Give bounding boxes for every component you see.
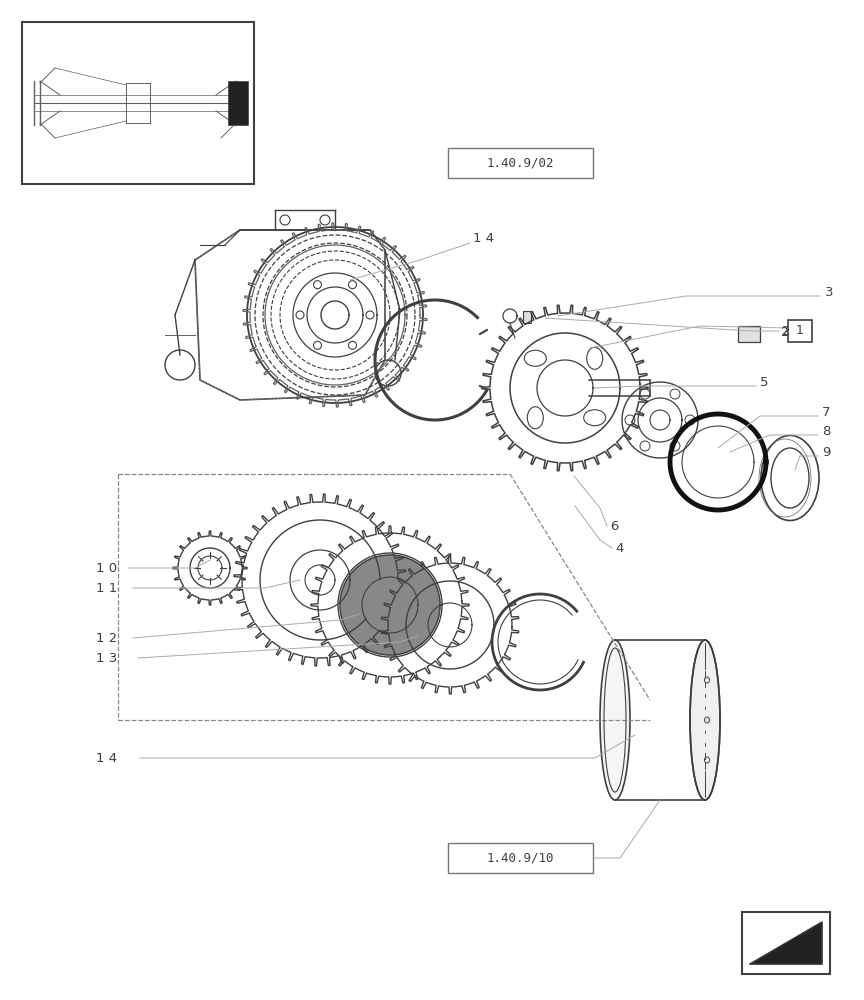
Text: 1 4: 1 4 — [473, 232, 494, 245]
Text: 8: 8 — [822, 425, 830, 438]
Text: 9: 9 — [822, 446, 830, 459]
Ellipse shape — [690, 640, 720, 800]
Bar — [448, 148, 593, 178]
Text: 1: 1 — [796, 324, 804, 338]
Text: 1 2: 1 2 — [96, 632, 118, 645]
Text: 7: 7 — [822, 406, 830, 419]
Bar — [523, 311, 531, 323]
Text: 3: 3 — [825, 286, 834, 299]
Text: 6: 6 — [610, 520, 619, 533]
Bar — [22, 22, 254, 184]
Bar — [742, 912, 830, 974]
Text: 1 0: 1 0 — [96, 562, 118, 575]
Bar — [788, 320, 812, 342]
Polygon shape — [364, 579, 416, 631]
Text: 1 4: 1 4 — [96, 752, 118, 765]
Text: 1 3: 1 3 — [96, 652, 118, 665]
Ellipse shape — [600, 640, 630, 800]
Bar — [228, 81, 248, 125]
Polygon shape — [750, 922, 822, 964]
Text: 1.40.9/10: 1.40.9/10 — [486, 852, 554, 864]
Bar — [738, 326, 760, 342]
Bar — [448, 843, 593, 873]
Text: 4: 4 — [615, 542, 623, 555]
Text: 5: 5 — [760, 376, 768, 389]
Text: 1.40.9/02: 1.40.9/02 — [486, 156, 554, 169]
Text: 2: 2 — [780, 326, 788, 338]
Polygon shape — [340, 555, 440, 655]
Text: 2: 2 — [782, 325, 791, 338]
Text: 1 1: 1 1 — [96, 582, 118, 595]
